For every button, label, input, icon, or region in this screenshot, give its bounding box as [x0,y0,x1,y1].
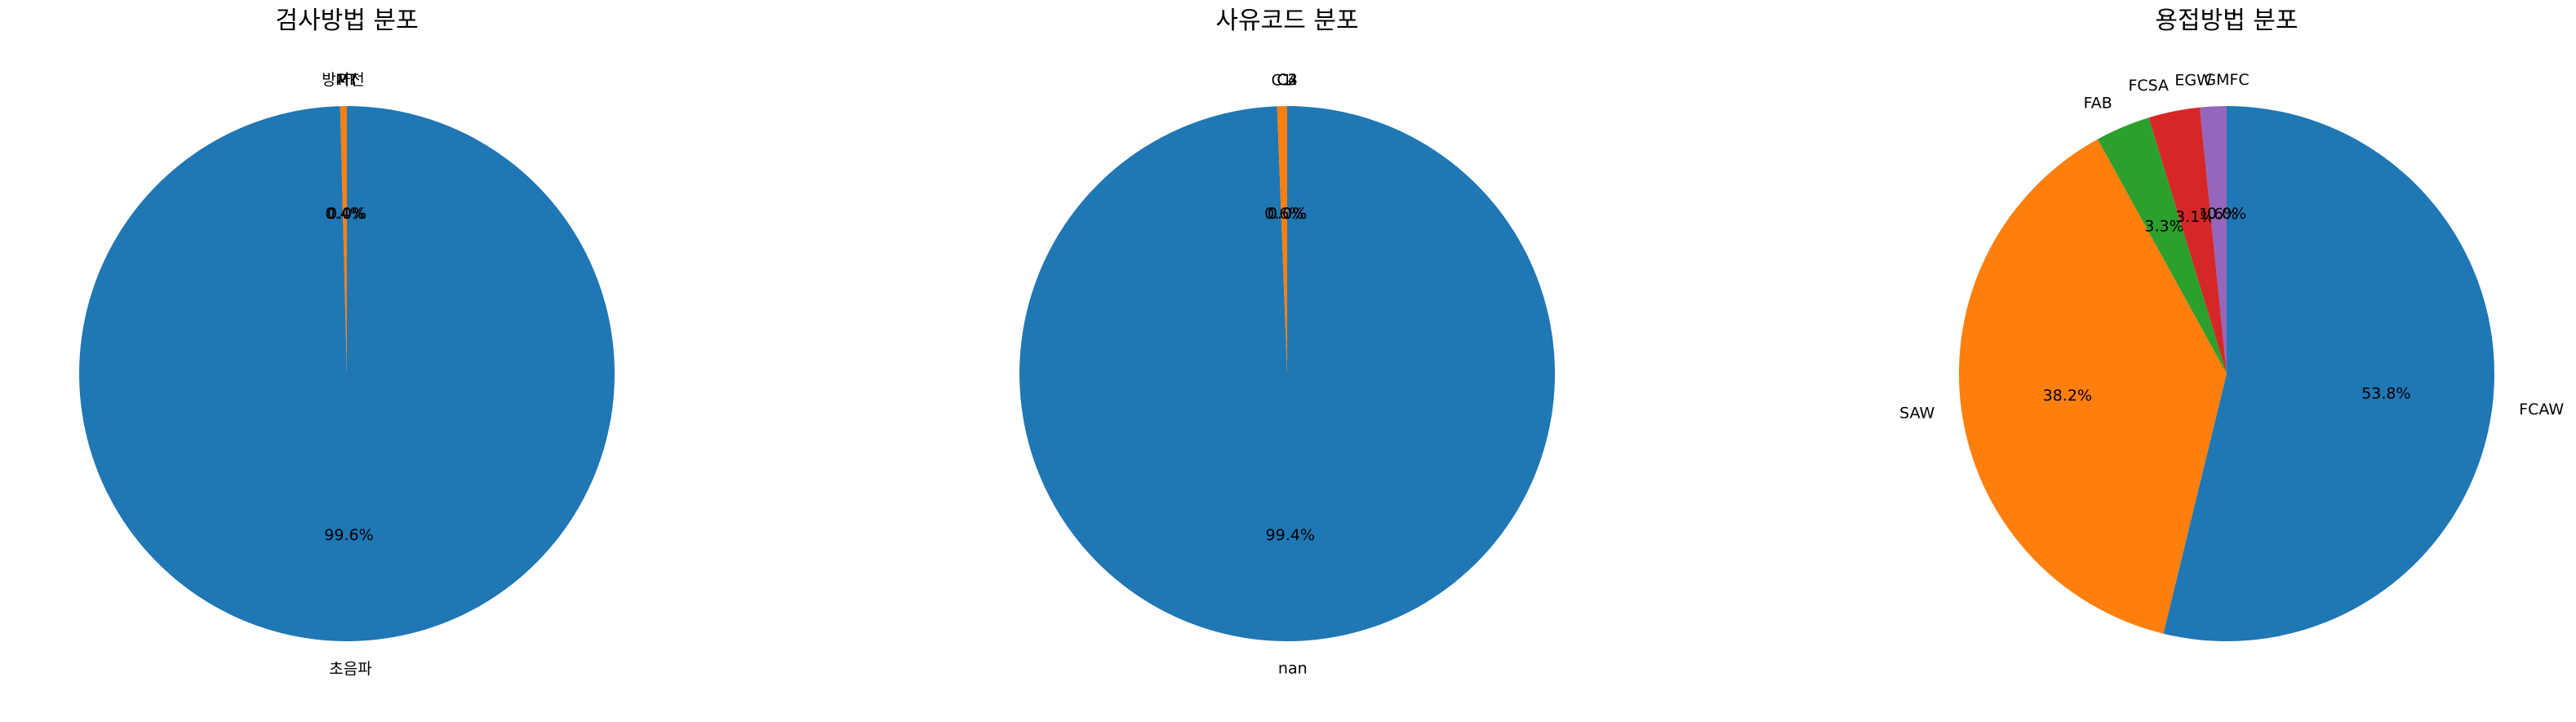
slice-label: 방사선 [322,71,364,89]
slice-percent-label: 0.0% [1268,205,1307,223]
pie-slice [2163,106,2494,642]
slice-percent-label: 0.0% [1268,205,1307,223]
slice-percent-label: 3.3% [2144,218,2183,236]
slice-label: C3 [1277,71,1297,89]
slice-label: FCAW [2519,401,2564,419]
slice-percent-label: 38.2% [2043,387,2092,405]
pie-slice [1019,106,1555,642]
slice-percent-label: 0.0% [327,205,366,223]
slice-label: 초음파 [329,660,371,678]
slice-label: FAB [2084,95,2112,113]
slice-label: C2 [1277,71,1297,89]
slice-label: PT [337,71,356,89]
slice-label: SAW [1899,404,1934,422]
slice-percent-label: 0.0% [327,205,366,223]
pie-slice [1959,139,2227,634]
slice-label: GMFC [2204,71,2249,89]
slice-percent-label: 53.8% [2361,384,2410,402]
slice-percent-label: 0.0% [1268,205,1307,223]
slice-label: FCSA [2128,77,2169,95]
chart-title: 용접방법 분포 [2155,7,2298,35]
pie-slice [1277,106,1287,374]
slice-label: C1 [1272,71,1292,89]
pie-panel-welding-method: 용접방법 분포 FCAW 53.8% SAW 38.2% FAB 3.3% FCSA 3.1%… [1899,7,2564,642]
slice-percent-label: 0.0% [2207,205,2246,223]
slice-percent-label: 0.4% [325,205,364,223]
slice-percent-label: 1.6% [2199,205,2238,223]
pie-slice [2148,107,2227,374]
slice-percent-label: 0.6% [1264,205,1304,223]
slice-percent-label: 3.1% [2175,208,2214,226]
pie-slice [79,106,615,641]
slice-label: C4 [1277,71,1297,89]
slice-label: MT [335,71,358,89]
chart-title: 검사방법 분포 [275,7,418,35]
pie-slice [2200,106,2227,374]
pie-slice [340,106,347,374]
slice-label: nan [1278,660,1308,678]
slice-label: EGW [2174,72,2212,90]
slice-percent-label: 99.6% [324,526,373,544]
slice-percent-label: 99.4% [1266,526,1315,544]
pie-slice [2097,117,2227,374]
chart-title: 사유코드 분포 [1215,7,1358,35]
